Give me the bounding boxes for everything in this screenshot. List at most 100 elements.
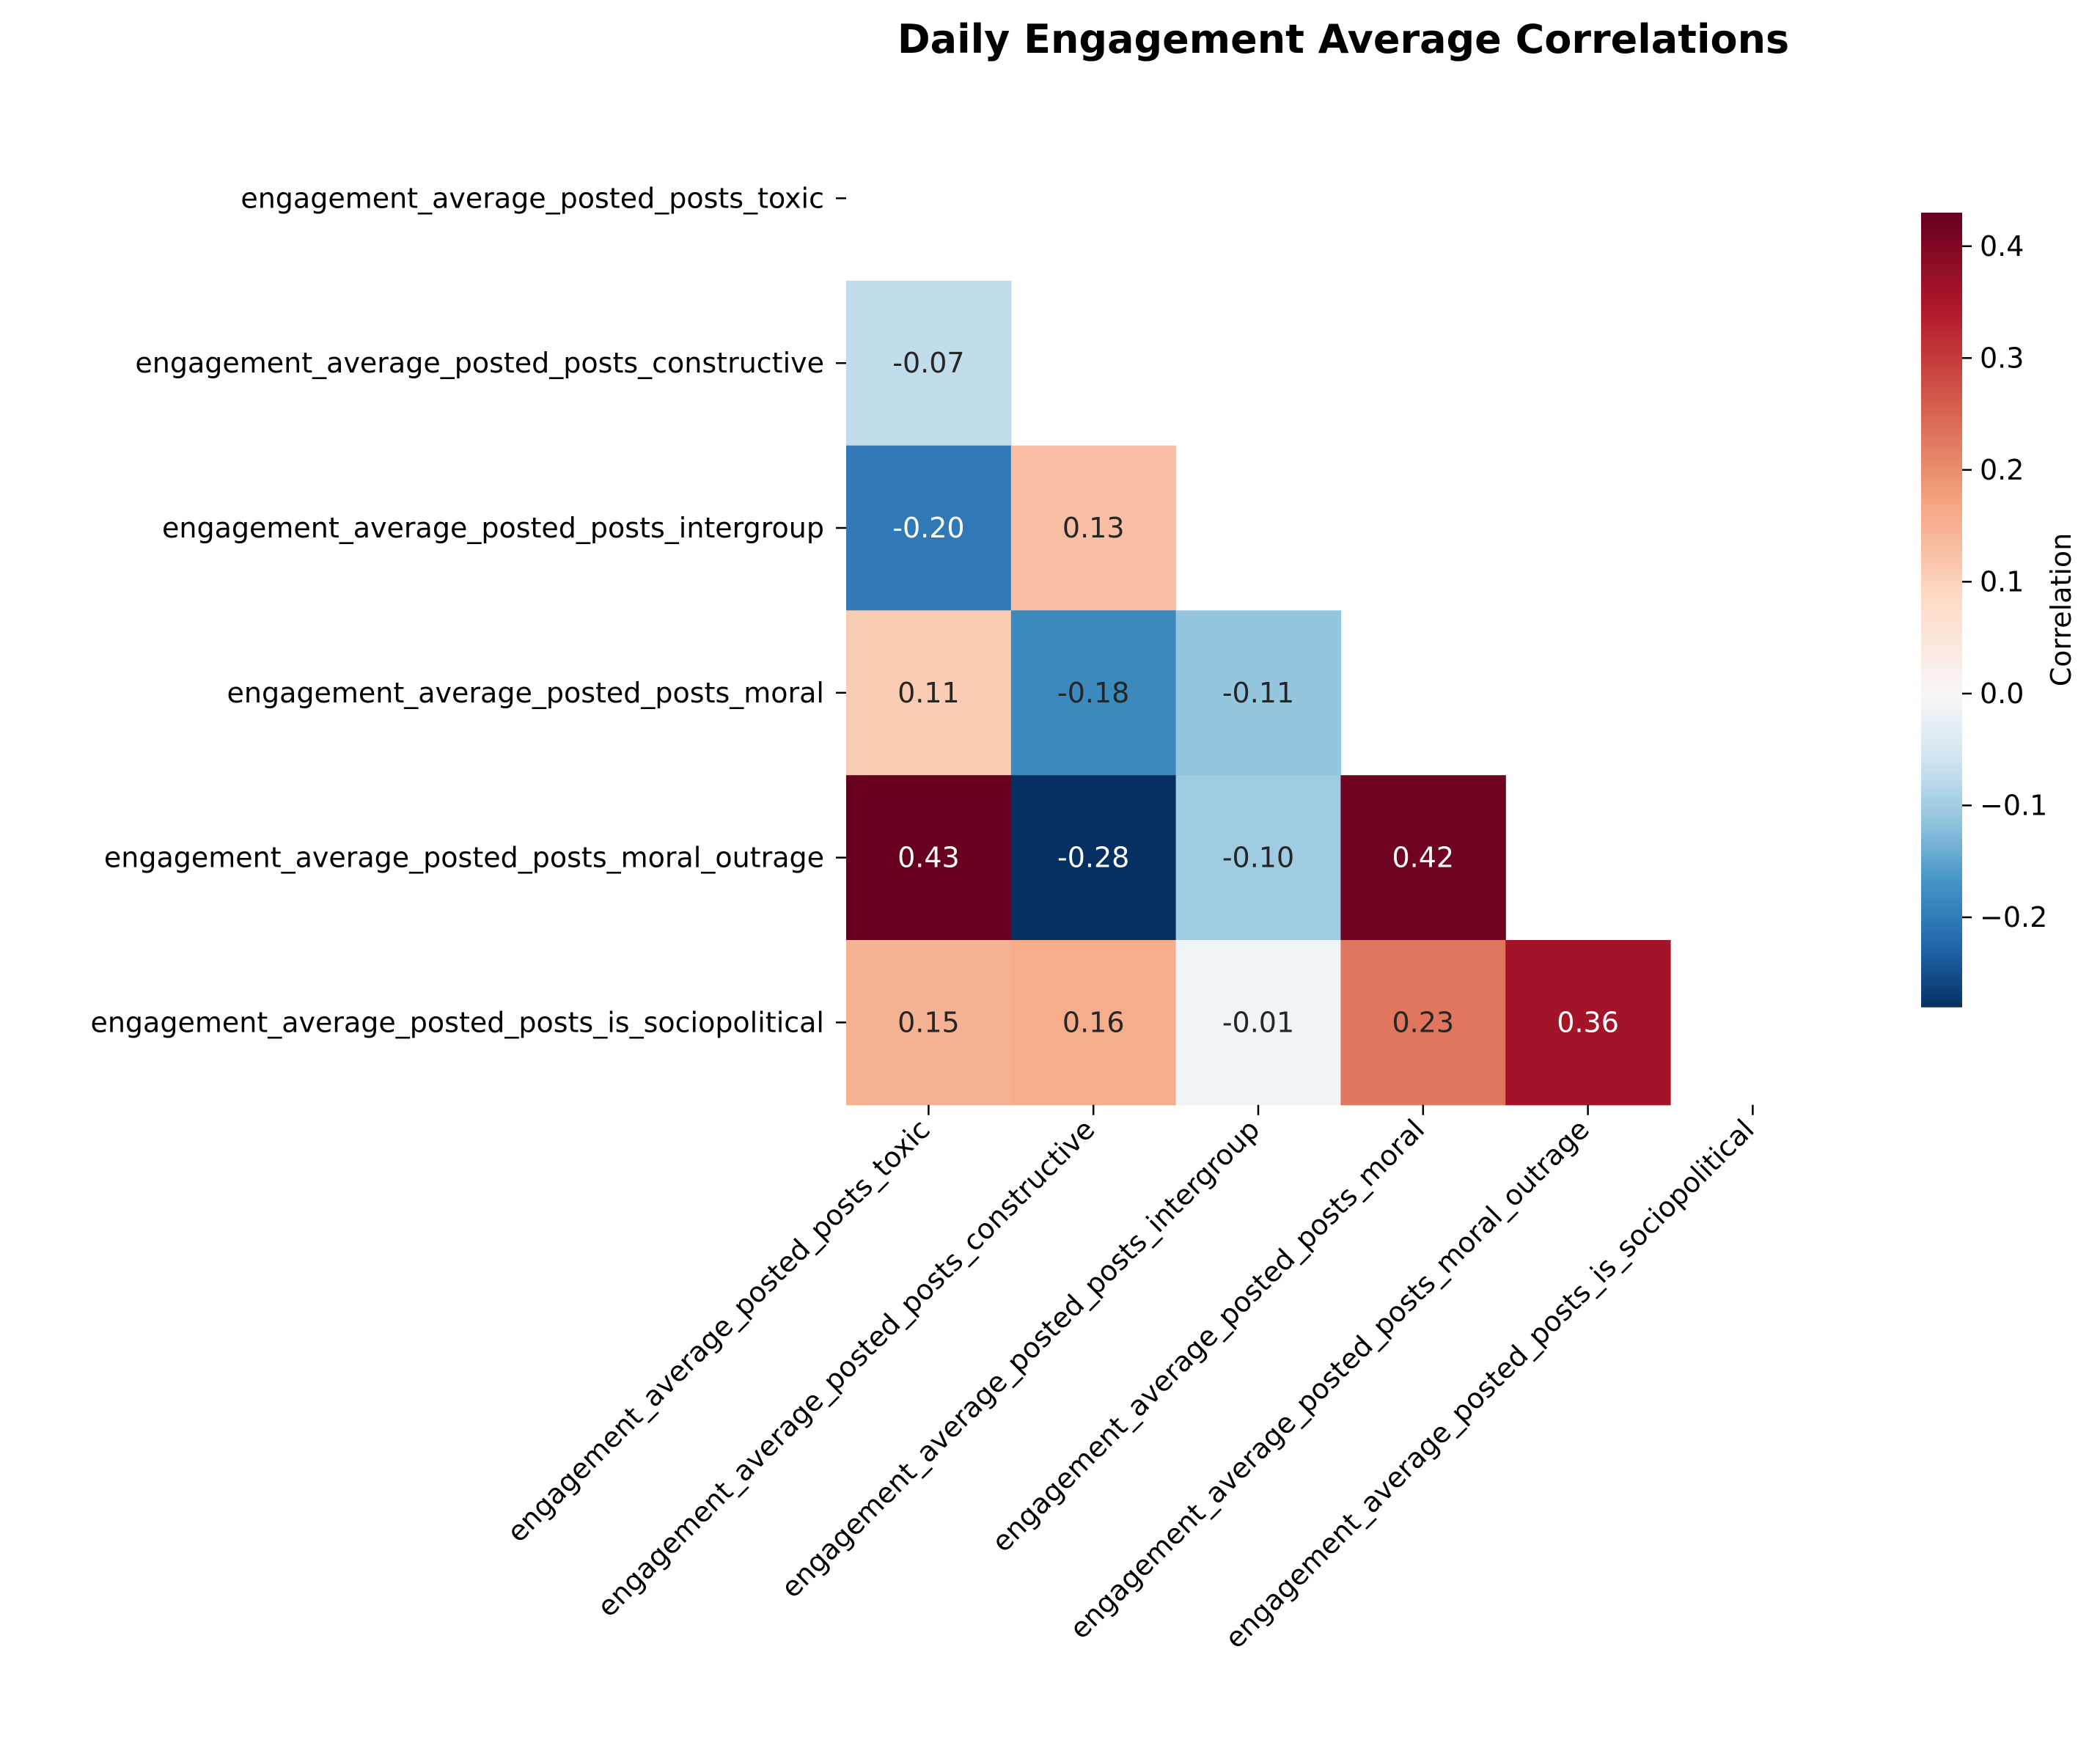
colorbar-segment — [1921, 590, 1962, 595]
colorbar-segment — [1921, 657, 1962, 662]
colorbar-segment — [1921, 435, 1962, 440]
heatmap-cell — [1340, 775, 1506, 941]
colorbar-segment — [1921, 800, 1962, 805]
cell-value-label: 0.43 — [897, 842, 960, 874]
colorbar-segment — [1921, 494, 1962, 499]
colorbar-segment — [1921, 713, 1962, 718]
cell-value-label: 0.13 — [1062, 512, 1125, 544]
colorbar-segment — [1921, 244, 1962, 249]
colorbar-segment — [1921, 304, 1962, 309]
colorbar-segment — [1921, 443, 1962, 448]
colorbar-segment — [1921, 999, 1962, 1004]
colorbar-segment — [1921, 637, 1962, 642]
colorbar-segment — [1921, 808, 1962, 813]
cell-value-label: 0.42 — [1392, 842, 1454, 874]
colorbar-segment — [1921, 677, 1962, 682]
cell-value-label: -0.11 — [1222, 677, 1294, 709]
y-axis-labels: engagement_average_posted_posts_toxiceng… — [90, 182, 846, 1038]
colorbar-segment — [1921, 554, 1962, 559]
colorbar-segment — [1921, 530, 1962, 535]
colorbar-segment — [1921, 601, 1962, 606]
colorbar-segment — [1921, 236, 1962, 241]
colorbar-segment — [1921, 546, 1962, 551]
colorbar-segment — [1921, 816, 1962, 821]
cell-value-label: -0.18 — [1057, 677, 1129, 709]
colorbar-segment — [1921, 276, 1962, 281]
cell-value-label: 0.15 — [897, 1006, 960, 1038]
colorbar-segment — [1921, 768, 1962, 774]
colorbar-tick-label: 0.4 — [1980, 230, 2024, 263]
colorbar-segment — [1921, 391, 1962, 396]
colorbar-segment — [1921, 415, 1962, 420]
colorbar: −0.2 −0.1 0.0 0.1 0.2 0.3 0.4 — [1921, 213, 2047, 1007]
colorbar-tick-label: −0.1 — [1980, 789, 2047, 821]
heatmap-cell — [1010, 445, 1177, 611]
colorbar-segment — [1921, 939, 1962, 944]
colorbar-segment — [1921, 796, 1962, 801]
colorbar-segment — [1921, 871, 1962, 877]
colorbar-segment — [1921, 823, 1962, 829]
colorbar-segment — [1921, 963, 1962, 968]
colorbar-segment — [1921, 1002, 1962, 1007]
colorbar-segment — [1921, 899, 1962, 905]
chart-title: Daily Engagement Average Correlations — [897, 16, 1789, 62]
colorbar-segment — [1921, 633, 1962, 639]
y-tick-label: engagement_average_posted_posts_moral_ou… — [104, 842, 824, 874]
heatmap-cell — [1010, 940, 1177, 1106]
colorbar-segment — [1921, 879, 1962, 884]
colorbar-segment — [1921, 744, 1962, 749]
heatmap-cell — [1505, 940, 1671, 1106]
colorbar-tick-label: 0.3 — [1980, 342, 2024, 374]
colorbar-segment — [1921, 884, 1962, 889]
cell-value-label: -0.07 — [892, 347, 964, 379]
colorbar-segment — [1921, 506, 1962, 511]
colorbar-tick-label: 0.2 — [1980, 454, 2024, 486]
colorbar-segment — [1921, 625, 1962, 631]
colorbar-segment — [1921, 371, 1962, 376]
colorbar-segment — [1921, 856, 1962, 861]
colorbar-segment — [1921, 705, 1962, 710]
colorbar-segment — [1921, 470, 1962, 476]
colorbar-segment — [1921, 407, 1962, 412]
colorbar-segment — [1921, 363, 1962, 368]
colorbar-segment — [1921, 379, 1962, 384]
colorbar-segment — [1921, 919, 1962, 925]
colorbar-segment — [1921, 538, 1962, 543]
heatmap-cell — [1340, 940, 1506, 1106]
colorbar-segment — [1921, 335, 1962, 341]
heatmap-cells: -0.07 -0.20 0.13 0.11 -0.18 -0.11 0.43 -0.28 -0.… — [846, 280, 1671, 1106]
colorbar-segment — [1921, 514, 1962, 519]
colorbar-segment — [1921, 482, 1962, 488]
colorbar-segment — [1921, 351, 1962, 356]
colorbar-segment — [1921, 598, 1962, 603]
colorbar-segment — [1921, 661, 1962, 667]
colorbar-segment — [1921, 328, 1962, 333]
colorbar-segment — [1921, 232, 1962, 238]
colorbar-segment — [1921, 947, 1962, 952]
colorbar-segment — [1921, 749, 1962, 754]
colorbar-segment — [1921, 915, 1962, 920]
heatmap-cell — [1175, 775, 1341, 941]
heatmap-cell — [846, 775, 1012, 941]
colorbar-segment — [1921, 828, 1962, 833]
colorbar-segment — [1921, 331, 1962, 337]
colorbar-tick-label: 0.0 — [1980, 678, 2024, 710]
colorbar-segment — [1921, 295, 1962, 301]
colorbar-segment — [1921, 693, 1962, 698]
colorbar-segment — [1921, 685, 1962, 690]
colorbar-segment — [1921, 458, 1962, 463]
colorbar-segment — [1921, 343, 1962, 348]
colorbar-segment — [1921, 927, 1962, 932]
cell-value-label: 0.11 — [897, 677, 960, 709]
colorbar-segment — [1921, 272, 1962, 277]
colorbar-segment — [1921, 669, 1962, 674]
colorbar-segment — [1921, 895, 1962, 900]
colorbar-segment — [1921, 320, 1962, 325]
colorbar-segment — [1921, 300, 1962, 305]
heatmap-cell — [1010, 775, 1177, 941]
colorbar-segment — [1921, 836, 1962, 841]
heatmap-cell — [846, 280, 1012, 447]
colorbar-segment — [1921, 280, 1962, 285]
colorbar-segment — [1921, 788, 1962, 793]
